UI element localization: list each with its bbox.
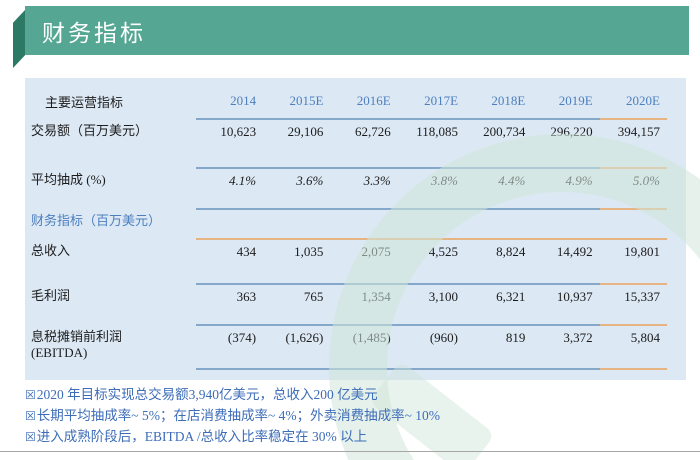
value-cell: 1,035 [263,238,331,284]
value-cell: (1,485) [330,324,398,369]
value-cell [263,208,331,239]
note-text: 长期平均抽成率~ 5%；在店消费抽成率~ 4%；外卖消费抽成率~ 10% [36,408,441,423]
note-item: ☒2020 年目标实现总交易额3,940亿美元，总收入200 亿美元 [25,384,685,405]
note-bullet-icon: ☒ [25,430,36,444]
value-cell: (960) [397,324,466,369]
value-cell: 200,734 [465,118,533,168]
value-cell: 5.0% [599,167,667,209]
year-header: 2017E [424,93,459,108]
row-label [31,369,196,375]
value-cell [599,368,667,375]
value-cell: 3,100 [397,283,466,325]
value-cell: 10,623 [195,118,264,168]
value-cell: 1,354 [330,283,398,325]
note-bullet-icon: ☒ [25,409,36,423]
year-header: 2020E [626,93,660,108]
value-cell: 19,801 [599,238,667,284]
notes: ☒2020 年目标实现总交易额3,940亿美元，总收入200 亿美元 ☒长期平均抽… [25,384,685,447]
value-cell: 2,075 [330,238,398,284]
year-header: 2016E [356,93,391,108]
value-cell: 363 [195,283,264,325]
value-cell [397,368,466,375]
value-cell: 765 [263,283,331,325]
value-cell: 14,492 [532,238,600,284]
value-cell: 819 [465,324,533,369]
value-cell: 296,220 [532,118,600,168]
value-cell [599,208,667,239]
value-cell: 3,372 [532,324,600,369]
table-panel: 主要运营指标 2014 2015E 2016E 2017E 2018E 2019E 2020E… [25,78,686,380]
value-cell: 3.8% [397,167,466,209]
value-cell: 10,937 [532,283,600,325]
value-cell: 3.3% [330,167,398,209]
page-title: 财务指标 [42,20,146,46]
value-cell [465,208,533,239]
value-cell [532,368,600,375]
table-corner-label: 主要运营指标 [45,95,124,110]
value-cell: 4.9% [532,167,600,209]
row-label-line2: (EBITDA) [31,345,88,360]
row-label: 交易额（百万美元） [31,123,149,138]
value-cell: (1,626) [263,324,331,369]
value-cell [195,368,264,375]
table-row: 财务指标（百万美元） [31,208,667,239]
note-text: 进入成熟阶段后，EBITDA /总收入比率稳定在 30% 以上 [36,429,368,444]
table-header-row: 主要运营指标 2014 2015E 2016E 2017E 2018E 2019E 2020E [31,84,667,119]
value-cell: 5,804 [599,324,667,369]
table-row: 平均抽成 (%) 4.1% 3.6% 3.3% 3.8% 4.4% 4.9% 5.0% [31,167,667,209]
value-cell: 394,157 [599,118,667,168]
value-cell: 118,085 [397,118,466,168]
value-cell: 4.1% [195,167,264,209]
value-cell [195,208,264,239]
note-item: ☒进入成熟阶段后，EBITDA /总收入比率稳定在 30% 以上 [25,426,685,447]
note-bullet-icon: ☒ [25,388,36,402]
value-cell [330,208,398,239]
row-label: 息税摊销前利润 (EBITDA) [31,325,196,369]
value-cell: 29,106 [263,118,331,168]
value-cell [532,208,600,239]
value-cell: 62,726 [330,118,398,168]
value-cell: 4,525 [397,238,466,284]
table-row: 息税摊销前利润 (EBITDA) (374) (1,626) (1,485) (960) 8… [31,324,667,369]
year-header: 2019E [558,93,593,108]
value-cell: 6,321 [465,283,533,325]
row-label: 平均抽成 (%) [31,172,106,187]
value-cell: (374) [195,324,264,369]
value-cell: 4.4% [465,167,533,209]
row-label: 总收入 [31,243,71,258]
banner-fold [13,10,25,68]
financial-table: 主要运营指标 2014 2015E 2016E 2017E 2018E 2019E 2020E… [31,84,667,375]
year-header: 2015E [289,93,324,108]
closing-rule-row [31,368,667,375]
value-cell: 15,337 [599,283,667,325]
value-cell: 3.6% [263,167,331,209]
table-row: 总收入 434 1,035 2,075 4,525 8,824 14,492 19,801 [31,238,667,284]
title-banner: 财务指标 [25,6,689,55]
value-cell: 434 [195,238,264,284]
value-cell: 8,824 [465,238,533,284]
value-cell [263,368,331,375]
note-item: ☒长期平均抽成率~ 5%；在店消费抽成率~ 4%；外卖消费抽成率~ 10% [25,405,685,426]
value-cell [330,368,398,375]
bottom-divider [0,451,700,452]
table-row: 交易额（百万美元） 10,623 29,106 62,726 118,085 200,73… [31,118,667,168]
note-text: 2020 年目标实现总交易额3,940亿美元，总收入200 亿美元 [36,387,378,402]
table-row: 毛利润 363 765 1,354 3,100 6,321 10,937 15,337 [31,283,667,325]
year-header: 2014 [230,93,257,108]
value-cell [397,208,466,239]
value-cell [465,368,533,375]
row-label: 毛利润 [31,288,71,303]
year-header: 2018E [491,93,526,108]
section-label: 财务指标（百万美元） [31,213,162,228]
